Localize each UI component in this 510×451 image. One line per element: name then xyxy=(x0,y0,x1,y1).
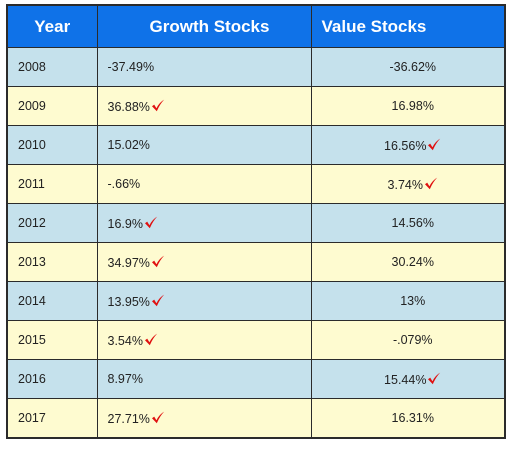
growth-return-cell: 34.97% xyxy=(96,242,312,282)
growth-return-value: 27.71% xyxy=(107,411,150,426)
red-checkmark-icon xyxy=(427,372,441,385)
growth-return-cell: 16.9% xyxy=(96,203,312,243)
growth-return-cell: 8.97% xyxy=(96,359,312,399)
value-return-value: 16.56% xyxy=(384,138,427,153)
value-return-cell: 30.24% xyxy=(310,242,506,282)
red-checkmark-icon xyxy=(144,216,158,229)
value-return-cell: 14.56% xyxy=(310,203,506,243)
growth-return-cell: -37.49% xyxy=(96,47,312,87)
growth-vs-value-table: Year Growth Stocks Value Stocks 2008 -37.… xyxy=(6,4,506,439)
value-return-value: 13% xyxy=(400,294,426,308)
year-cell: 2013 xyxy=(6,242,98,282)
table-row: 2011 -.66% 3.74% xyxy=(6,164,506,204)
red-checkmark-icon xyxy=(151,255,165,268)
value-return-cell: 13% xyxy=(310,281,506,321)
red-checkmark-icon xyxy=(151,294,165,307)
growth-return-value: 16.9% xyxy=(107,216,143,231)
value-return-cell: 16.56% xyxy=(310,125,506,165)
value-return-cell: 16.98% xyxy=(310,86,506,126)
table-row: 2015 3.54% -.079% xyxy=(6,320,506,360)
year-cell: 2015 xyxy=(6,320,98,360)
value-return-cell: 15.44% xyxy=(310,359,506,399)
value-return-cell: 16.31% xyxy=(310,398,506,439)
table-row: 2016 8.97% 15.44% xyxy=(6,359,506,399)
table-row: 2008 -37.49% -36.62% xyxy=(6,47,506,87)
red-checkmark-icon xyxy=(424,177,438,190)
value-return-value: -.079% xyxy=(392,333,433,347)
red-checkmark-icon xyxy=(144,333,158,346)
header-row: Year Growth Stocks Value Stocks xyxy=(6,4,506,48)
growth-return-value: 3.54% xyxy=(107,333,143,348)
table-body: 2008 -37.49% -36.62% 2009 36.88% 16.98% 2010 15… xyxy=(6,47,506,439)
table-row: 2012 16.9% 14.56% xyxy=(6,203,506,243)
value-return-value: 16.31% xyxy=(391,411,434,425)
table-header: Year Growth Stocks Value Stocks xyxy=(6,4,506,48)
growth-return-cell: 27.71% xyxy=(96,398,312,439)
table-row: 2013 34.97% 30.24% xyxy=(6,242,506,282)
growth-return-value: 8.97% xyxy=(107,372,143,386)
growth-stocks-column-header: Growth Stocks xyxy=(96,4,312,48)
growth-return-value: -37.49% xyxy=(107,60,155,74)
year-column-header: Year xyxy=(6,4,98,48)
year-cell: 2008 xyxy=(6,47,98,87)
table-row: 2010 15.02% 16.56% xyxy=(6,125,506,165)
growth-return-value: 34.97% xyxy=(107,255,150,270)
year-cell: 2014 xyxy=(6,281,98,321)
returns-table-container: Year Growth Stocks Value Stocks 2008 -37.… xyxy=(6,4,506,439)
growth-return-value: 15.02% xyxy=(107,138,150,152)
table-row: 2014 13.95% 13% xyxy=(6,281,506,321)
year-cell: 2017 xyxy=(6,398,98,439)
value-return-cell: -.079% xyxy=(310,320,506,360)
growth-return-cell: 15.02% xyxy=(96,125,312,165)
value-return-value: -36.62% xyxy=(389,60,437,74)
year-cell: 2016 xyxy=(6,359,98,399)
growth-return-value: 13.95% xyxy=(107,294,150,309)
value-return-value: 16.98% xyxy=(391,99,434,113)
table-row: 2009 36.88% 16.98% xyxy=(6,86,506,126)
growth-return-cell: 3.54% xyxy=(96,320,312,360)
red-checkmark-icon xyxy=(427,138,441,151)
growth-return-cell: 13.95% xyxy=(96,281,312,321)
red-checkmark-icon xyxy=(151,411,165,424)
value-stocks-column-header: Value Stocks xyxy=(310,4,506,48)
value-return-cell: 3.74% xyxy=(310,164,506,204)
growth-return-cell: -.66% xyxy=(96,164,312,204)
value-return-value: 30.24% xyxy=(391,255,434,269)
year-cell: 2012 xyxy=(6,203,98,243)
growth-return-value: -.66% xyxy=(107,177,141,191)
year-cell: 2010 xyxy=(6,125,98,165)
value-return-value: 14.56% xyxy=(391,216,434,230)
table-row: 2017 27.71% 16.31% xyxy=(6,398,506,439)
year-cell: 2009 xyxy=(6,86,98,126)
growth-return-value: 36.88% xyxy=(107,99,150,114)
year-cell: 2011 xyxy=(6,164,98,204)
value-return-cell: -36.62% xyxy=(310,47,506,87)
growth-return-cell: 36.88% xyxy=(96,86,312,126)
value-return-value: 3.74% xyxy=(387,177,423,192)
value-return-value: 15.44% xyxy=(384,372,427,387)
red-checkmark-icon xyxy=(151,99,165,112)
